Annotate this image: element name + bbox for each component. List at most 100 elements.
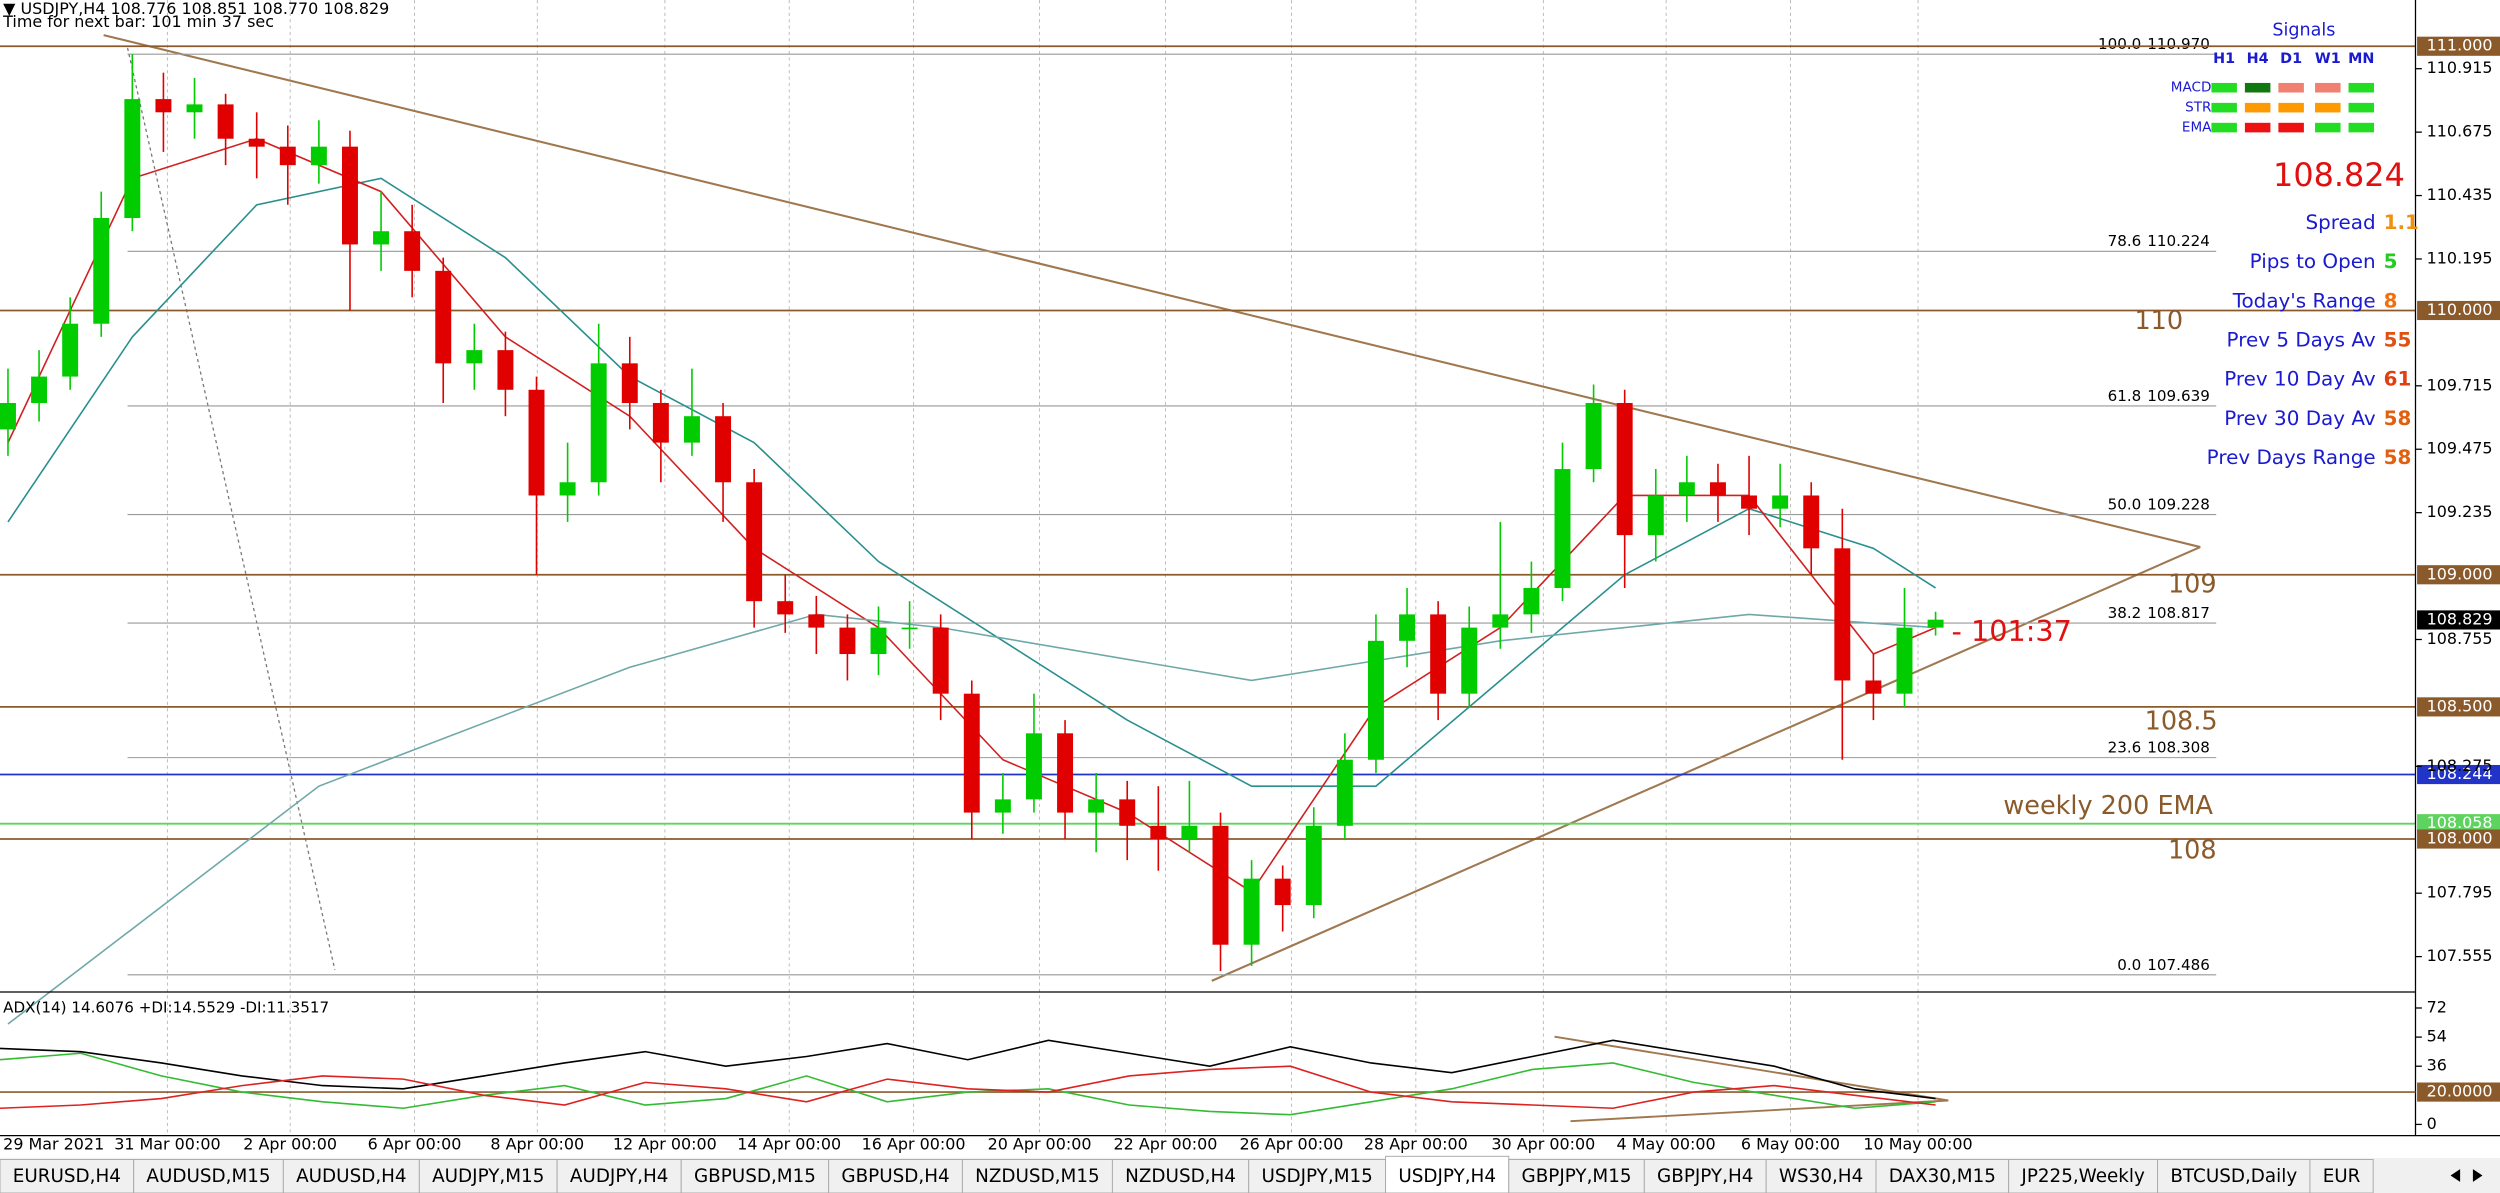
candle-body [310,146,327,166]
candle-body [1772,495,1789,509]
price-tick-label: 109.475 [2427,439,2493,458]
tab-label[interactable]: AUDUSD,H4 [296,1166,406,1187]
tab[interactable] [961,1159,1113,1193]
tab-label[interactable]: JP225,Weekly [2020,1166,2145,1187]
fib-ratio: 100.0 [2098,35,2141,53]
date-label: 16 Apr 00:00 [862,1135,966,1154]
candle-body [1119,799,1136,826]
tab[interactable] [828,1159,963,1193]
date-label: 20 Apr 00:00 [988,1135,1092,1154]
adx-tick-label: 54 [2427,1027,2447,1046]
candle-body [31,376,48,403]
date-label: 22 Apr 00:00 [1114,1135,1218,1154]
candle-body [746,482,763,602]
candle-body [994,799,1011,813]
adx-tick-label: 72 [2427,997,2447,1016]
candle-body [1057,733,1074,813]
level-box [2417,829,2500,849]
tab-label[interactable]: WS30,H4 [1779,1166,1863,1187]
level-annotation: 108 [2168,836,2217,866]
tab-label[interactable]: DAX30,M15 [1889,1166,1996,1187]
tab-label[interactable]: AUDJPY,M15 [432,1166,544,1187]
signal-box [2211,122,2237,133]
signal-row-label: STR [2185,100,2212,116]
fib-ratio: 38.2 [2108,604,2142,622]
tab[interactable] [1508,1159,1645,1193]
candle-body [373,231,390,245]
date-label: 6 Apr 00:00 [368,1135,462,1154]
fib-ratio: 0.0 [2117,956,2141,974]
candle-body [652,402,669,443]
fib-ratio: 23.6 [2108,739,2142,757]
dotted-line [126,47,336,970]
stat-label: Today's Range [2232,289,2376,312]
tab-label[interactable]: BTCUSD,Daily [2170,1166,2297,1187]
date-label: 8 Apr 00:00 [490,1135,584,1154]
tab[interactable] [556,1159,682,1193]
candle-body [1430,614,1447,694]
fib-price: 109.228 [2147,495,2210,513]
level-label: 110.000 [2427,300,2493,319]
tab[interactable] [2157,1159,2311,1193]
signals-panel: Signals H1 H4 D1 W1 MN MACD STR EMA 108.824 Spread… [2171,20,2419,469]
candle-body [279,146,296,166]
tab-label[interactable]: EURUSD,H4 [13,1166,121,1187]
tab-label[interactable]: NZDUSD,M15 [975,1166,1099,1187]
tab-label[interactable]: USDJPY,M15 [1261,1166,1372,1187]
level-box [2417,565,2500,585]
date-label: 29 Mar 2021 [3,1135,104,1154]
tab-label[interactable]: USDJPY,H4 [1398,1166,1496,1187]
bar-timer: Time for next bar: 101 min 37 sec [2,12,274,31]
tab-label[interactable]: EUR [2323,1166,2361,1187]
fib-ratio: 61.8 [2108,387,2142,405]
candle-body [1585,402,1602,470]
candle-body [1616,402,1633,536]
tab[interactable] [0,1159,135,1193]
candle-body [1803,495,1820,549]
date-label: 30 Apr 00:00 [1491,1135,1595,1154]
candle-body [1492,614,1509,628]
stat-label: Prev 10 Day Av [2224,368,2376,391]
tab[interactable] [1875,1159,2010,1193]
stat-value: 55 [2384,328,2412,351]
adx-line [0,1039,1936,1100]
level-box [2417,814,2500,834]
candle-body [1088,799,1105,813]
stat-label: Spread [2305,211,2375,234]
tab-active[interactable] [1385,1155,1510,1193]
stat-label: Prev 5 Days Av [2227,328,2376,351]
tab[interactable] [282,1159,420,1193]
tab-label[interactable]: AUDUSD,M15 [146,1166,270,1187]
tab-label[interactable]: NZDUSD,H4 [1125,1166,1236,1187]
signal-box [2278,82,2304,93]
tab[interactable] [1765,1159,1877,1193]
fib-price: 109.639 [2147,387,2210,405]
tab[interactable] [1111,1159,1250,1193]
candle-body [963,693,980,813]
scroll-left[interactable] [2450,1169,2461,1182]
trendline [1554,1035,1949,1102]
tab-label[interactable]: AUDJPY,H4 [570,1166,669,1187]
candle-body [621,363,638,403]
tab[interactable] [680,1159,830,1193]
signal-box [2244,122,2271,133]
tab-label[interactable]: GBPJPY,M15 [1522,1166,1632,1187]
candle-body [1523,587,1540,615]
level-label: 109.000 [2427,564,2493,583]
candle-body [1554,469,1571,588]
date-label: 4 May 00:00 [1617,1135,1716,1154]
trendline [1570,1099,1949,1123]
tab-label[interactable]: GBPUSD,M15 [694,1166,816,1187]
tab-label[interactable]: GBPUSD,H4 [841,1166,949,1187]
tab-label[interactable]: GBPJPY,H4 [1657,1166,1753,1187]
adx-level-label: 20.0000 [2427,1082,2493,1101]
scroll-right[interactable] [2472,1169,2483,1182]
adx-line [0,1052,1936,1116]
tab[interactable] [2309,1159,2374,1193]
candle-body [1865,680,1882,694]
candle-body [1181,825,1198,840]
candle-body [1025,733,1042,800]
tab[interactable] [1248,1159,1387,1193]
